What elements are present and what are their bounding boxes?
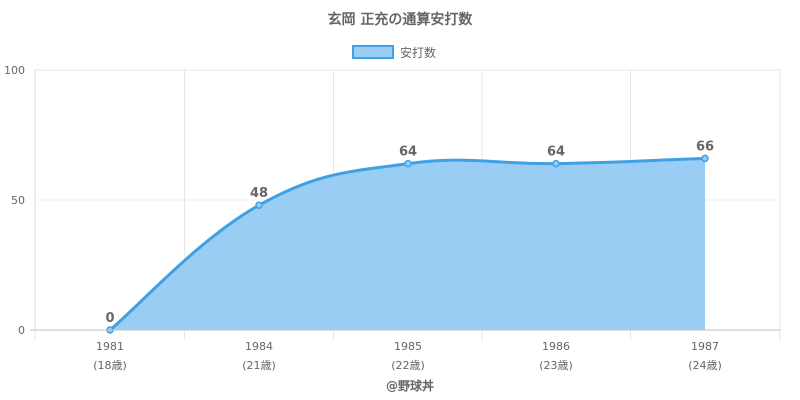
- y-tick-label: 0: [18, 324, 25, 337]
- x-tick-label: 1987: [691, 340, 719, 353]
- y-tick-label: 100: [4, 64, 25, 77]
- x-tick-label: 1986: [542, 340, 570, 353]
- x-tick-sublabel: (18歳): [93, 359, 127, 372]
- series-area: [106, 154, 709, 334]
- data-point[interactable]: [404, 159, 412, 168]
- x-tick-sublabel: (23歳): [539, 359, 573, 372]
- data-label: 0: [105, 311, 114, 326]
- area-fill: [110, 158, 705, 330]
- legend-swatch: [352, 45, 394, 59]
- legend-label: 安打数: [400, 45, 436, 60]
- chart-title: 玄岡 正充の通算安打数: [328, 11, 474, 28]
- data-point[interactable]: [552, 159, 560, 168]
- x-tick-sublabel: (21歳): [242, 359, 276, 372]
- data-label: 64: [399, 145, 417, 160]
- data-point[interactable]: [255, 201, 263, 209]
- x-tick-label: 1985: [394, 340, 422, 353]
- data-label: 64: [547, 145, 565, 160]
- credit-text: @野球丼: [386, 378, 434, 393]
- axes: 0 50 100 1981 (18歳) 1984 (21歳) 1985 (22歳) 1986 (23…: [4, 64, 780, 372]
- data-label: 48: [250, 186, 268, 201]
- data-label: 66: [696, 139, 714, 154]
- y-tick-label: 50: [11, 194, 25, 207]
- x-tick-label: 1984: [245, 340, 273, 353]
- data-point[interactable]: [701, 154, 709, 163]
- x-tick-label: 1981: [96, 340, 124, 353]
- legend[interactable]: 安打数: [352, 45, 436, 60]
- x-tick-sublabel: (22歳): [391, 359, 425, 372]
- x-tick-sublabel: (24歳): [688, 359, 722, 372]
- data-labels: 0 48 64 64 66: [105, 139, 714, 326]
